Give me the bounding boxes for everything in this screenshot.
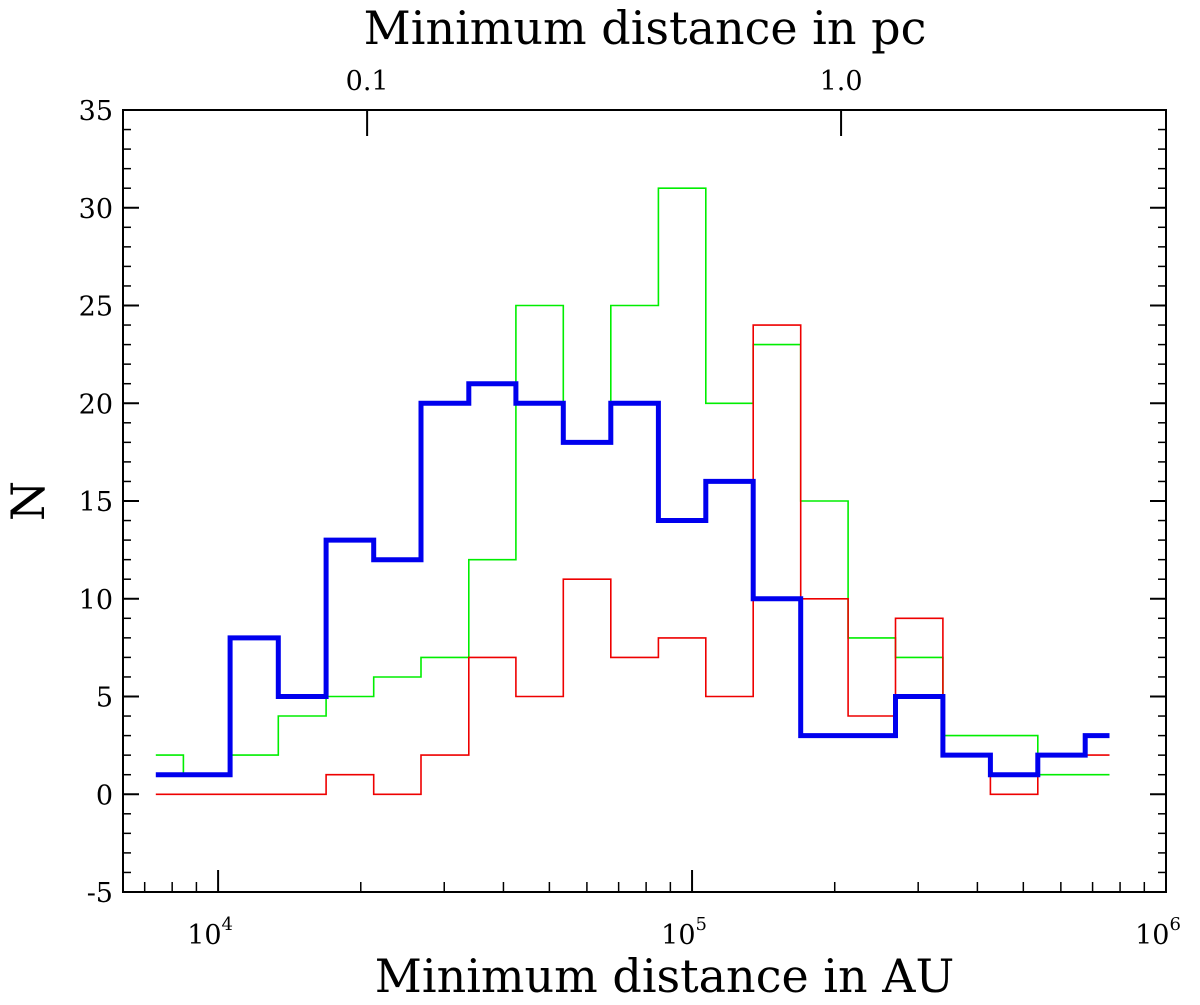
y-tick-label: 25	[79, 292, 113, 323]
x-tick-label: 105	[661, 914, 707, 951]
y-tick-label: 30	[79, 194, 113, 225]
x-tick-label: 104	[187, 914, 233, 951]
y-tick-label: 10	[79, 585, 113, 616]
tick-labels: -5 0 5 10 15 20 25 30 35 104 105 106 0.1 1.0	[79, 66, 1181, 951]
series-layer	[155, 187, 1110, 796]
top-axis-title: Minimum distance in pc	[364, 1, 927, 55]
top-tick-label: 0.1	[346, 66, 389, 97]
y-tick-label: 15	[79, 487, 113, 518]
series-blue-line	[155, 381, 1110, 778]
x-axis-title: Minimum distance in AU	[375, 949, 955, 1003]
y-tick-label: 5	[96, 683, 113, 714]
x-tick-label: 106	[1135, 914, 1181, 951]
y-axis-title: N	[1, 481, 55, 521]
plot-frame	[122, 109, 1167, 893]
y-tick-label: -5	[87, 878, 113, 909]
series-green-line	[155, 187, 1110, 776]
y-tick-label: 35	[79, 96, 113, 127]
y-tick-label: 0	[96, 780, 113, 811]
series-red-line	[155, 324, 1110, 796]
top-tick-label: 1.0	[820, 66, 863, 97]
y-tick-label: 20	[79, 389, 113, 420]
